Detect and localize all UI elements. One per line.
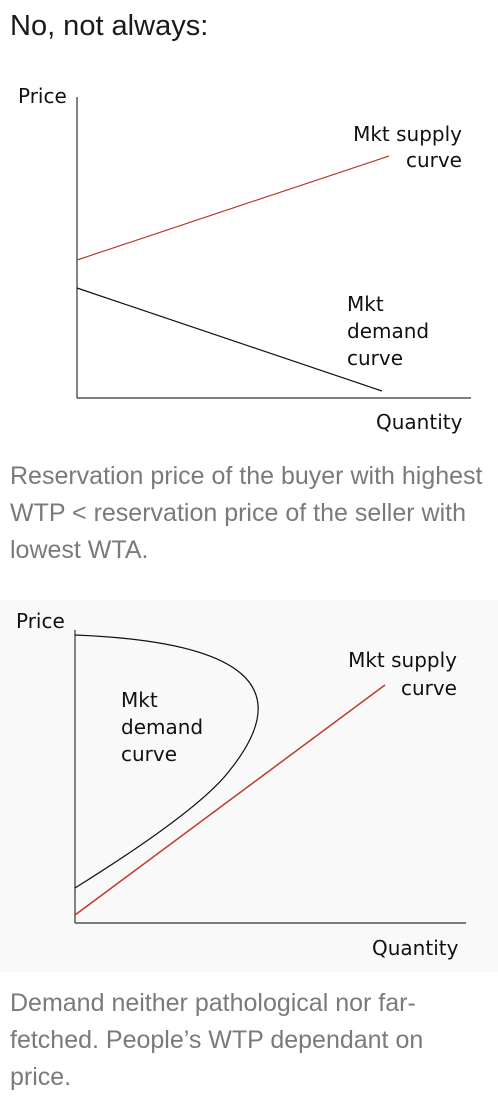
diagram-backward-demand-svg: Price Quantity Mkt supply curve Mkt dema… bbox=[0, 600, 498, 972]
supply-curve bbox=[74, 684, 386, 916]
demand-curve-label-line-1: Mkt bbox=[121, 688, 158, 712]
diagram-no-trade: Price Quantity Mkt supply curve Mkt dema… bbox=[0, 75, 498, 445]
diagram-backward-demand: Price Quantity Mkt supply curve Mkt dema… bbox=[0, 600, 498, 972]
supply-curve-label-line-1: Mkt supply bbox=[348, 648, 457, 672]
demand-curve-label-line-3: curve bbox=[121, 742, 177, 766]
demand-curve-label-line-2: demand bbox=[121, 715, 203, 739]
demand-curve-label-line-2: demand bbox=[347, 319, 429, 343]
demand-curve-label-line-3: curve bbox=[347, 346, 403, 370]
demand-curve bbox=[76, 287, 383, 392]
quantity-axis-label: Quantity bbox=[376, 410, 463, 434]
supply-curve-label-line-2: curve bbox=[401, 676, 457, 700]
page-heading: No, not always: bbox=[10, 10, 209, 42]
price-axis-label: Price bbox=[18, 84, 67, 108]
caption-no-trade: Reservation price of the buyer with high… bbox=[10, 462, 483, 564]
demand-curve-label-line-1: Mkt bbox=[347, 292, 384, 316]
supply-curve bbox=[76, 155, 390, 261]
caption-backward-demand: Demand neither pathological nor far-fetc… bbox=[10, 989, 424, 1091]
quantity-axis-label: Quantity bbox=[372, 936, 459, 960]
demand-curve bbox=[74, 634, 259, 889]
price-axis-label: Price bbox=[16, 609, 65, 633]
supply-curve-label-line-1: Mkt supply bbox=[353, 122, 462, 146]
supply-curve-label-line-2: curve bbox=[406, 148, 462, 172]
diagram-no-trade-svg: Price Quantity Mkt supply curve Mkt dema… bbox=[18, 84, 471, 434]
